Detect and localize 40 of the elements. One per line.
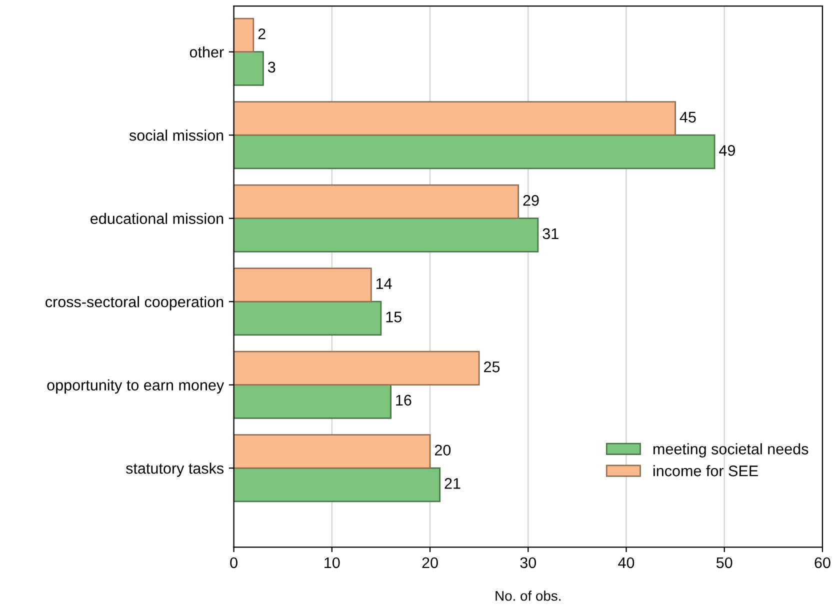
y-tick-label: statutory tasks: [126, 462, 224, 477]
x-tick-label: 60: [814, 557, 830, 568]
bar: [234, 51, 264, 86]
x-axis-title: No. of obs.: [496, 590, 560, 601]
bar: [234, 134, 716, 170]
x-tick-label: 0: [230, 557, 238, 568]
y-tick-label: social mission: [129, 130, 224, 141]
data-label: 20: [434, 444, 451, 456]
y-tick-label: educational mission: [90, 212, 224, 224]
bar: [234, 350, 480, 386]
data-label: 31: [542, 228, 558, 240]
data-label: 14: [376, 278, 392, 289]
data-label: 3: [268, 62, 276, 73]
y-tick-label: cross-sectoral cooperation: [46, 296, 224, 310]
legend-label: income for SEE: [653, 465, 758, 476]
x-tick-label: 50: [716, 557, 732, 568]
bar: [234, 384, 392, 419]
data-label: 16: [396, 394, 412, 406]
bar: [234, 268, 372, 302]
data-label: 45: [680, 112, 696, 123]
data-label: 29: [523, 195, 539, 206]
bar: [234, 184, 520, 220]
bar: [234, 467, 441, 502]
y-tick-label: opportunity to earn money: [47, 379, 224, 394]
x-tick-label: 10: [324, 557, 340, 568]
data-label: 15: [386, 312, 402, 322]
data-label: 49: [719, 145, 735, 156]
x-tick-label: 30: [520, 557, 536, 568]
bar: [234, 218, 539, 252]
bar: [234, 18, 254, 53]
legend-label: meeting societal needs: [653, 443, 808, 458]
data-label: 2: [258, 28, 266, 40]
y-tick-label: other: [190, 46, 224, 58]
data-label: 25: [484, 361, 500, 372]
x-tick-label: 40: [618, 557, 634, 568]
data-label: 21: [444, 478, 460, 489]
bar: [234, 300, 382, 336]
bar: [234, 101, 676, 136]
x-tick-label: 20: [422, 557, 438, 568]
bar: [234, 434, 431, 469]
